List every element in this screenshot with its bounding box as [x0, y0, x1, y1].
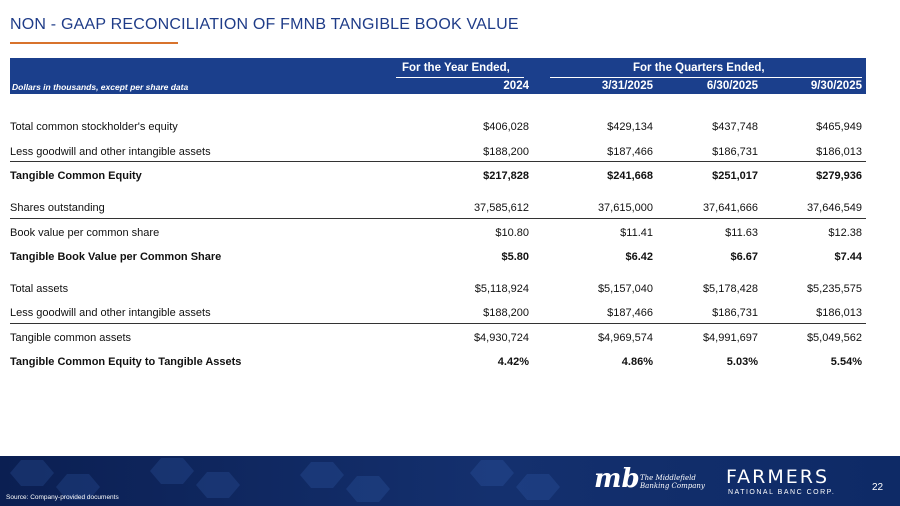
cell-value: $5,118,924 — [474, 283, 529, 295]
header-group-quarters: For the Quarters Ended, — [633, 62, 765, 74]
cell-value: $6.42 — [625, 251, 653, 263]
table-row: Less goodwill and other intangible asset… — [10, 146, 866, 164]
cell-value: $5,157,040 — [597, 283, 653, 295]
row-label: Tangible common assets — [10, 332, 132, 344]
cell-value: 4.42% — [497, 356, 529, 368]
table-row: Tangible Common Equity $217,828 $241,668… — [10, 170, 866, 188]
cell-value: $188,200 — [483, 146, 529, 158]
row-label: Total common stockholder's equity — [10, 121, 178, 133]
cell-value: 5.54% — [830, 356, 862, 368]
cell-value: 37,615,000 — [597, 202, 653, 214]
cell-value: 37,585,612 — [473, 202, 529, 214]
title-underline — [10, 42, 178, 44]
cell-value: $186,013 — [816, 307, 862, 319]
row-divider — [10, 323, 866, 324]
row-label: Book value per common share — [10, 227, 160, 239]
source-note: Source: Company-provided documents — [6, 494, 119, 501]
cell-value: $406,028 — [483, 121, 529, 133]
cell-value: $188,200 — [483, 307, 529, 319]
hexagon-pattern-icon — [196, 472, 240, 498]
cell-value: $186,731 — [712, 146, 758, 158]
row-label: Less goodwill and other intangible asset… — [10, 146, 211, 158]
cell-value: $279,936 — [816, 170, 862, 182]
hexagon-pattern-icon — [346, 476, 390, 502]
header-quarters-rule — [550, 77, 862, 78]
table-row: Total common stockholder's equity $406,0… — [10, 121, 866, 139]
cell-value: 5.03% — [726, 356, 758, 368]
header-col-q1-2025: 3/31/2025 — [601, 80, 653, 92]
cell-value: $5.80 — [501, 251, 529, 263]
header-col-2024: 2024 — [503, 80, 529, 92]
footer-banner: Source: Company-provided documents mb Th… — [0, 456, 900, 506]
page-number: 22 — [872, 482, 884, 493]
row-label: Total assets — [10, 283, 69, 295]
table-row: Less goodwill and other intangible asset… — [10, 307, 866, 325]
header-col-q2-2025: 6/30/2025 — [706, 80, 758, 92]
page-title: NON - GAAP RECONCILIATION OF FMNB TANGIB… — [10, 16, 519, 33]
cell-value: $187,466 — [607, 307, 653, 319]
hexagon-pattern-icon — [300, 462, 344, 488]
hexagon-pattern-icon — [10, 460, 54, 486]
hexagon-pattern-icon — [150, 458, 194, 484]
cell-value: $5,235,575 — [806, 283, 862, 295]
cell-value: $11.63 — [725, 227, 758, 239]
farmers-subtitle: NATIONAL BANC CORP. — [728, 489, 836, 496]
cell-value: $6.67 — [730, 251, 758, 263]
cell-value: $429,134 — [607, 121, 653, 133]
table-row: Shares outstanding 37,585,612 37,615,000… — [10, 202, 866, 220]
cell-value: 37,641,666 — [702, 202, 758, 214]
cell-value: $4,991,697 — [702, 332, 758, 344]
table-row: Book value per common share $10.80 $11.4… — [10, 227, 866, 245]
cell-value: $5,178,428 — [702, 283, 758, 295]
farmers-logo: FARMERS — [726, 466, 830, 488]
cell-value: $251,017 — [712, 170, 758, 182]
row-divider — [10, 161, 866, 162]
middlefield-name: The Middlefield Banking Company — [640, 474, 705, 490]
header-col-q3-2025: 9/30/2025 — [810, 80, 862, 92]
row-label: Tangible Common Equity — [10, 170, 142, 182]
cell-value: $12.38 — [828, 227, 862, 239]
cell-value: $4,930,724 — [473, 332, 529, 344]
row-label: Less goodwill and other intangible asset… — [10, 307, 211, 319]
cell-value: $465,949 — [816, 121, 862, 133]
cell-value: $186,013 — [816, 146, 862, 158]
row-label: Tangible Book Value per Common Share — [10, 251, 222, 263]
cell-value: $241,668 — [607, 170, 653, 182]
row-label: Tangible Common Equity to Tangible Asset… — [10, 356, 242, 368]
header-group-year: For the Year Ended, — [402, 62, 510, 74]
cell-value: $437,748 — [712, 121, 758, 133]
cell-value: $10.80 — [495, 227, 529, 239]
table-row: Tangible common assets $4,930,724 $4,969… — [10, 332, 866, 350]
table-row: Tangible Book Value per Common Share $5.… — [10, 251, 866, 269]
cell-value: $187,466 — [607, 146, 653, 158]
hexagon-pattern-icon — [516, 474, 560, 500]
header-row-label: Dollars in thousands, except per share d… — [12, 82, 189, 92]
header-year-rule — [396, 77, 524, 78]
middlefield-logo: mb — [594, 464, 640, 494]
row-divider — [10, 218, 866, 219]
cell-value: $4,969,574 — [597, 332, 653, 344]
row-label: Shares outstanding — [10, 202, 105, 214]
cell-value: $7.44 — [834, 251, 862, 263]
cell-value: $217,828 — [483, 170, 529, 182]
hexagon-pattern-icon — [56, 474, 100, 500]
cell-value: $5,049,562 — [806, 332, 862, 344]
cell-value: 4.86% — [621, 356, 653, 368]
table-header: For the Year Ended, For the Quarters End… — [10, 58, 866, 94]
hexagon-pattern-icon — [470, 460, 514, 486]
table-row: Tangible Common Equity to Tangible Asset… — [10, 356, 866, 374]
cell-value: $11.41 — [620, 227, 653, 239]
cell-value: 37,646,549 — [806, 202, 862, 214]
table-row: Total assets $5,118,924 $5,157,040 $5,17… — [10, 283, 866, 301]
cell-value: $186,731 — [712, 307, 758, 319]
